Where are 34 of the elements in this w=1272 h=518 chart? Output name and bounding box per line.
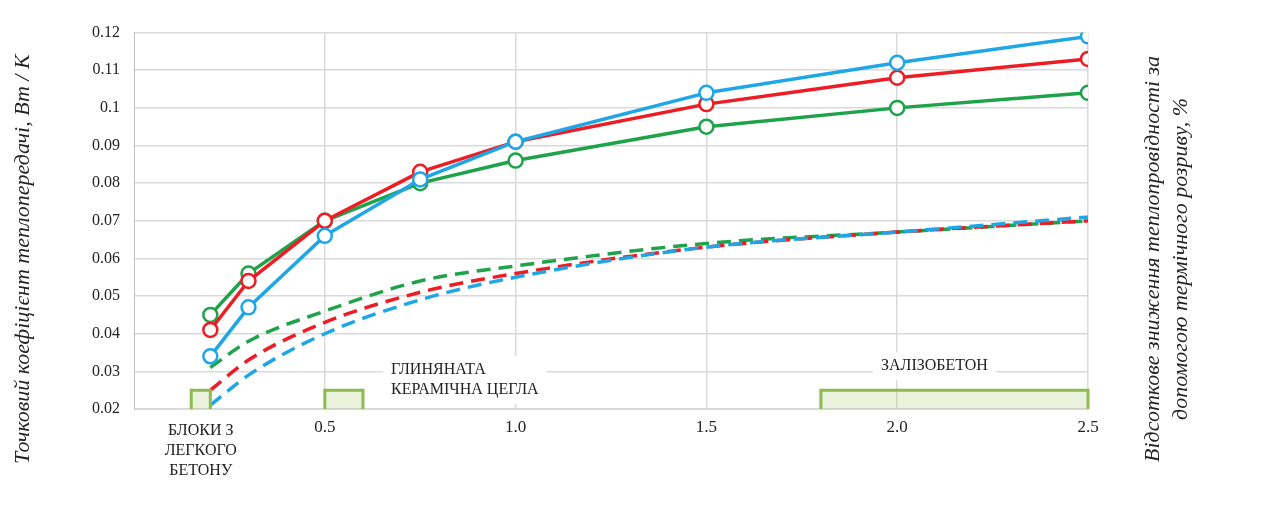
point xyxy=(240,299,257,316)
point xyxy=(202,348,219,365)
y-tick-label: 0.11 xyxy=(92,60,120,78)
y-tick-label: 0.12 xyxy=(92,22,120,40)
y-axis-title: Точковий коефіцієнт теплопередачі, Вт / К xyxy=(8,52,35,466)
point xyxy=(507,152,524,169)
y-tick-label: 0.08 xyxy=(92,173,120,191)
x-tick-label: 1.5 xyxy=(695,416,718,436)
point xyxy=(202,306,219,324)
y-tick-label: 0.1 xyxy=(100,98,120,116)
point xyxy=(888,54,906,71)
point xyxy=(888,69,906,87)
y-tick-label: 0.05 xyxy=(92,286,120,304)
y-tick-label: 0.04 xyxy=(92,323,120,341)
point xyxy=(316,227,334,245)
point xyxy=(888,99,906,117)
y-tick-label: 0.03 xyxy=(92,361,120,379)
y-tick-label: 0.02 xyxy=(92,399,120,417)
point xyxy=(202,321,219,339)
x-tick-label: 2.0 xyxy=(886,416,908,436)
point xyxy=(698,118,715,135)
point xyxy=(698,84,715,102)
x-tick-label: 1.0 xyxy=(504,416,527,436)
x-tick-label: 2.5 xyxy=(1077,416,1099,436)
band-label: БЛОКИ З ЛЕГКОГО БЕТОНУ xyxy=(164,421,237,479)
y-tick-label: 0.07 xyxy=(92,211,120,228)
x-tick-label: 0.5 xyxy=(314,416,336,436)
y-tick-label: 0.06 xyxy=(92,248,120,266)
y-tick-label: 0.09 xyxy=(92,135,120,153)
point xyxy=(411,171,429,188)
point xyxy=(240,272,257,290)
y2-axis-title: Відсоткове зниження теплопровідності за допомогою термічного розриву, % xyxy=(1138,54,1193,465)
band-label: ГЛИНЯНАТА КЕРАМІЧНА ЦЕГЛА xyxy=(390,360,540,399)
band-label: ЗАЛІЗОБЕТОН xyxy=(880,356,989,374)
